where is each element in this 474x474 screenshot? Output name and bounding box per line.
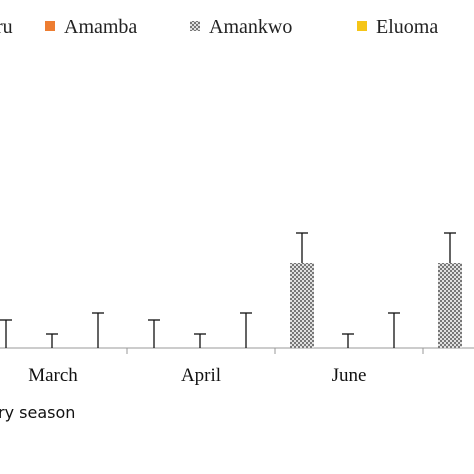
x-axis-label: ry season [0, 403, 75, 422]
x-tick-label: June [332, 365, 367, 386]
legend-swatch [45, 21, 55, 31]
legend-label: Eluoma [376, 16, 438, 38]
bar [290, 263, 314, 348]
bar [438, 263, 462, 348]
legend-swatch [357, 21, 367, 31]
x-tick-label: March [28, 365, 78, 386]
legend-swatch [190, 21, 200, 31]
legend-label: Amamba [64, 16, 137, 38]
legend-label: ru [0, 16, 13, 38]
x-tick-label: April [181, 365, 221, 386]
legend-label: Amankwo [209, 16, 292, 38]
